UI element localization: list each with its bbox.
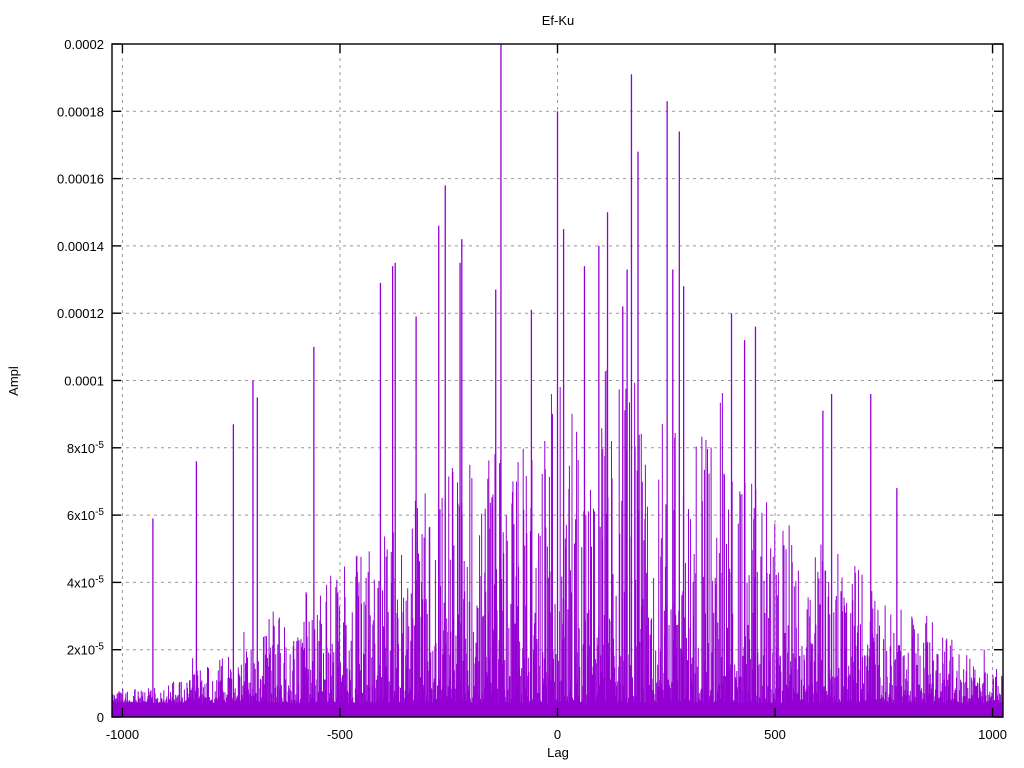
chart-data-series [111,44,1004,717]
y-tick-label: 0 [97,710,104,725]
x-tick-label: 0 [554,727,561,742]
y-tick-label: 4x10-5 [67,574,105,590]
y-tick-label: 0.00014 [57,239,104,254]
y-tick-label: 0.00016 [57,172,104,187]
y-tick-label: 0.00018 [57,104,104,119]
x-tick-label: 1000 [978,727,1007,742]
y-axis-label: Ampl [6,366,21,396]
y-tick-label: 8x10-5 [67,440,105,456]
y-tick-label: 0.0001 [64,374,104,389]
x-axis-label: Lag [547,745,569,760]
x-tick-label: 500 [764,727,786,742]
chart-tick-marks [112,43,1003,718]
x-axis-tick-labels: -1000 -500 0 500 1000 [106,727,1007,742]
y-tick-label: 6x10-5 [67,507,105,523]
chart-title: Ef-Ku [542,13,575,28]
y-tick-label: 2x10-5 [67,642,105,658]
x-tick-label: -1000 [106,727,139,742]
x-tick-label: -500 [327,727,353,742]
y-tick-label: 0.0002 [64,37,104,52]
y-axis-tick-labels: 0 2x10-5 4x10-5 6x10-5 8x10-5 0.0001 0.00012 0.… [57,37,104,725]
y-tick-label: 0.00012 [57,306,104,321]
